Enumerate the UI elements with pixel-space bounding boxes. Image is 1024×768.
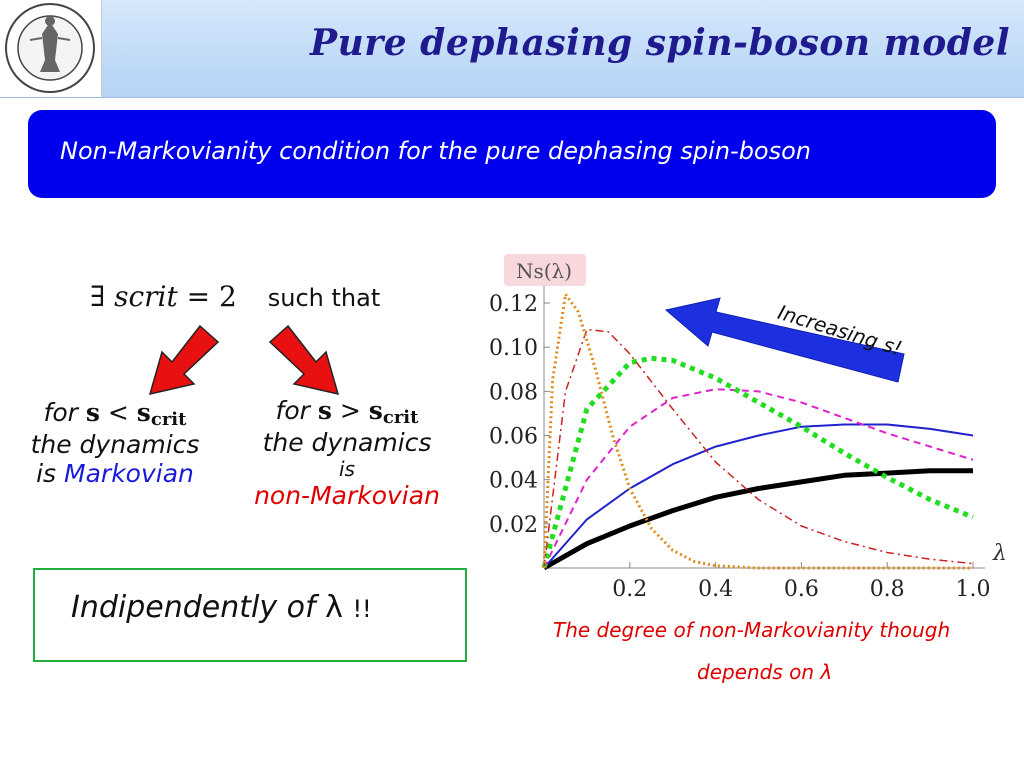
scrit-variable: scrit [114, 280, 178, 313]
caption-line2: depends on λ [697, 660, 833, 684]
y-tick-label: 0.06 [489, 425, 538, 450]
right-line2: the dynamics [262, 428, 432, 457]
left-s-crit: s [136, 398, 151, 427]
series-line-s2 [543, 423, 974, 569]
equals-two: = 2 [186, 280, 237, 313]
header-bar: Pure dephasing spin-boson model [0, 0, 1024, 98]
right-for: for [275, 396, 310, 425]
left-for: for [43, 398, 78, 427]
university-logo [0, 0, 102, 97]
arrow-left-icon [148, 324, 220, 396]
such-that-text: such that [267, 284, 381, 312]
x-tick-label: 0.8 [870, 577, 905, 602]
series-line-s1 [542, 468, 973, 571]
box-text-main: Indipendently of [71, 590, 316, 625]
banner-text: Non-Markovianity condition for the pure … [60, 137, 812, 165]
markovian-case: for s < scrit the dynamics is Markovian [8, 398, 222, 488]
markovian-label: Markovian [64, 459, 194, 488]
right-crit-sub: crit [382, 407, 419, 428]
caption-line1: The degree of non-Markovianity though [553, 618, 951, 642]
x-axis-label: λ [992, 541, 1006, 566]
y-tick-label: 0.02 [489, 513, 538, 538]
independence-box: Indipendently of λ !! [33, 568, 467, 662]
non-markovian-case: for s > scrit the dynamics is non-Markov… [232, 396, 462, 510]
y-axis-label: Ns(λ) [516, 259, 572, 283]
slide-title: Pure dephasing spin-boson model [310, 22, 1010, 64]
box-lambda: λ [325, 590, 343, 625]
left-s: s [85, 398, 100, 427]
series-line-s3 [543, 388, 974, 569]
right-s: s [317, 396, 332, 425]
independence-text: Indipendently of λ !! [71, 590, 372, 625]
left-op: < [107, 398, 129, 427]
right-op: > [339, 396, 361, 425]
y-tick-label: 0.08 [489, 380, 538, 405]
y-tick-label: 0.04 [489, 469, 538, 494]
non-markovian-label: non-Markovian [254, 481, 440, 510]
series-line-s6 [542, 292, 973, 570]
condition-banner: Non-Markovianity condition for the pure … [28, 110, 996, 198]
box-excl: !! [352, 595, 372, 623]
left-is: is [36, 459, 57, 488]
x-tick-label: 0.4 [698, 577, 733, 602]
series-line-s5 [543, 328, 974, 569]
x-tick-label: 1.0 [956, 577, 991, 602]
right-line3: is [339, 457, 355, 481]
left-crit-sub: crit [150, 409, 187, 430]
ylabel-highlight [504, 254, 586, 286]
arrow-right-icon [268, 324, 340, 396]
y-tick-label: 0.12 [489, 292, 538, 317]
x-tick-label: 0.2 [612, 577, 647, 602]
x-tick-label: 0.6 [784, 577, 819, 602]
left-line2: the dynamics [30, 430, 200, 459]
ns-lambda-chart: 0.02 0.04 0.06 0.08 0.10 0.12 0.2 0.4 0.6 0.8 1.0 N… [489, 254, 1006, 602]
exists-symbol: ∃ [90, 280, 106, 313]
increasing-arrow-icon [664, 297, 905, 383]
y-tick-label: 0.10 [489, 336, 538, 361]
seal-icon [5, 3, 95, 93]
series-line-s4 [541, 355, 974, 569]
right-s-crit: s [368, 396, 383, 425]
critical-condition: ∃ scrit = 2 such that [90, 280, 380, 313]
